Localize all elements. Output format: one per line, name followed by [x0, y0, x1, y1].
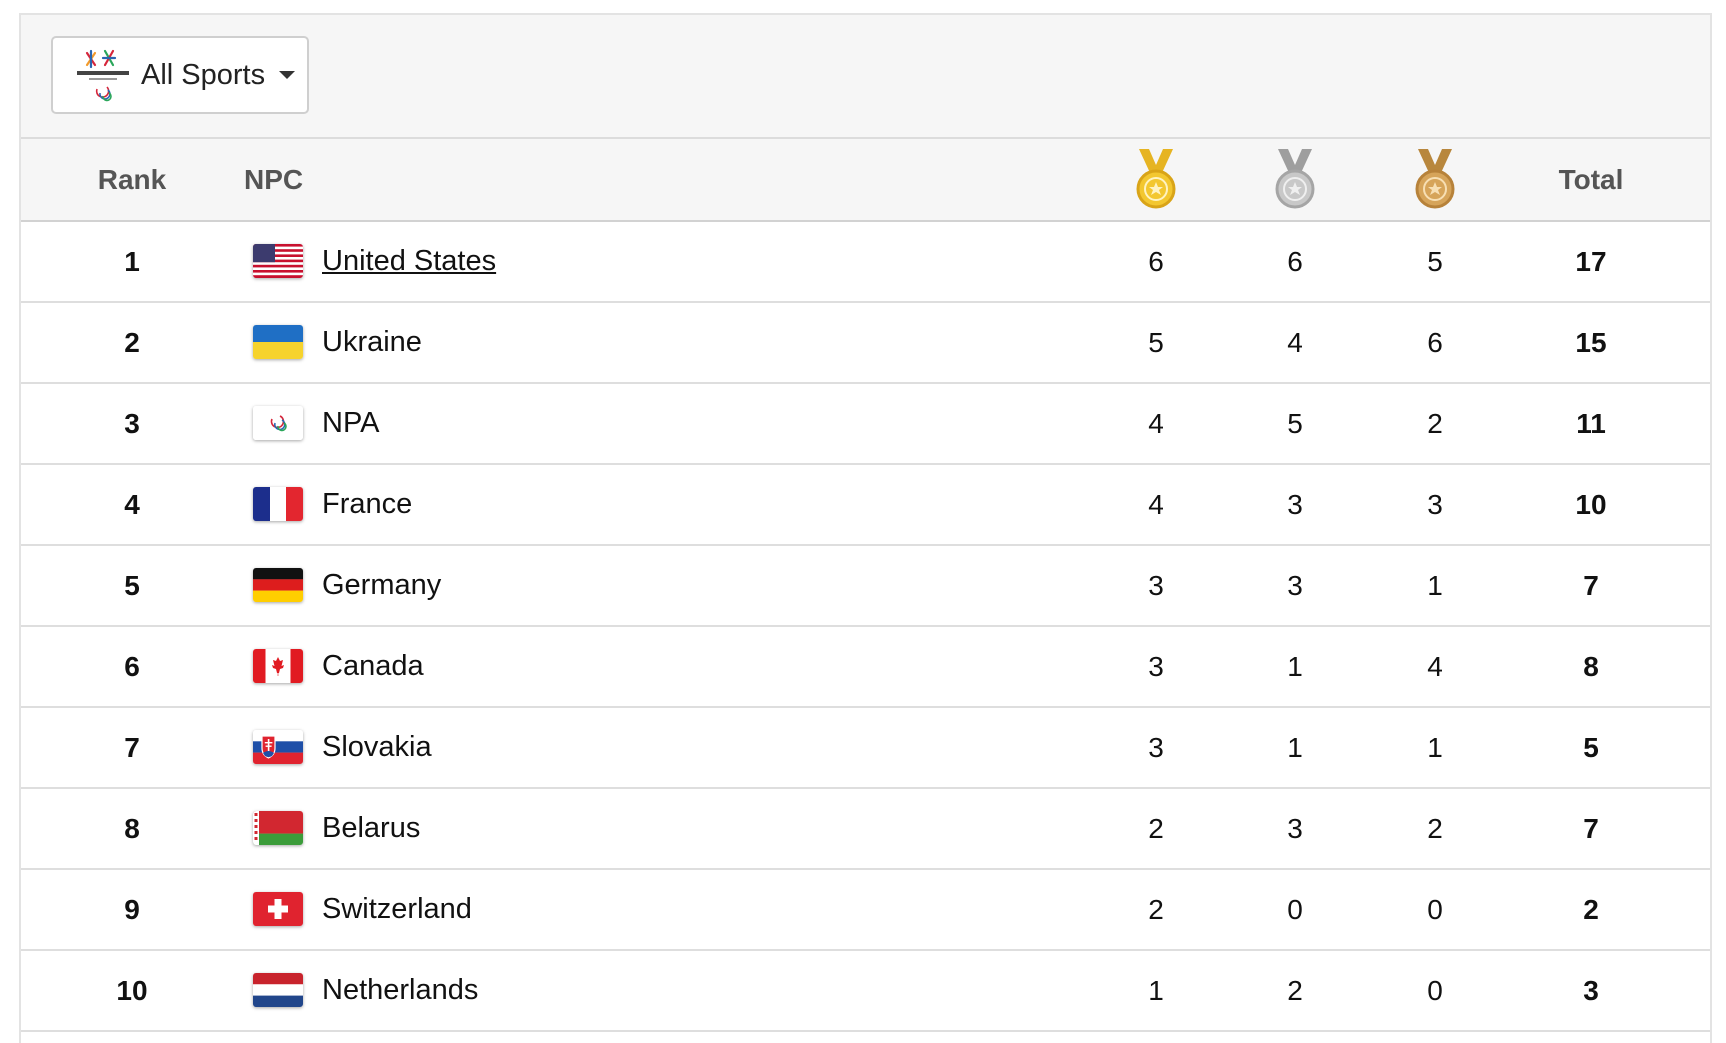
sport-filter-label: All Sports: [141, 58, 266, 91]
header-npc[interactable]: NPC: [244, 164, 304, 195]
rank-cell: 1: [124, 246, 140, 277]
rank-cell: 6: [124, 651, 140, 682]
total-count: 17: [1575, 246, 1607, 277]
bronze-count: 0: [1427, 975, 1443, 1006]
rank-cell: 3: [124, 408, 140, 439]
table-header: Rank NPC Total: [21, 139, 1710, 222]
table-row: 1 United States 6 6 5 17: [21, 222, 1710, 303]
gold-count: 1: [1148, 975, 1164, 1006]
rank-cell: 7: [124, 732, 140, 763]
silver-medal-icon[interactable]: [1272, 147, 1318, 211]
silver-count: 3: [1287, 570, 1303, 601]
silver-count: 3: [1287, 813, 1303, 844]
silver-count: 1: [1287, 651, 1303, 682]
total-count: 3: [1583, 975, 1599, 1006]
total-count: 11: [1576, 408, 1606, 439]
gold-count: 3: [1148, 732, 1164, 763]
silver-count: 1: [1287, 732, 1303, 763]
gold-count: 3: [1148, 570, 1164, 601]
total-count: 7: [1583, 570, 1599, 601]
bronze-count: 1: [1427, 570, 1443, 601]
rank-cell: 10: [116, 975, 148, 1006]
header-total[interactable]: Total: [1558, 164, 1624, 195]
silver-count: 5: [1287, 408, 1303, 439]
sport-filter-dropdown[interactable]: All Sports: [51, 36, 309, 114]
table-row: 5 Germany 3 3 1 7: [21, 546, 1710, 627]
total-count: 7: [1583, 813, 1599, 844]
silver-count: 6: [1287, 246, 1303, 277]
npc-link-united-states[interactable]: United States: [322, 245, 497, 277]
rank-cell: 8: [124, 813, 140, 844]
flag-npa-paralympic-icon: [253, 406, 303, 440]
npc-name: France: [322, 488, 413, 520]
table-row: 4 France 4 3 3 10: [21, 465, 1710, 546]
gold-count: 2: [1148, 813, 1164, 844]
bronze-count: 3: [1427, 489, 1443, 520]
rank-cell: 4: [124, 489, 140, 520]
flag-switzerland-icon: [253, 892, 303, 926]
gold-count: 4: [1148, 408, 1164, 439]
flag-ukraine-icon: [253, 325, 303, 359]
total-count: 5: [1583, 732, 1599, 763]
header-rank[interactable]: Rank: [97, 164, 167, 195]
flag-canada-icon: [253, 649, 303, 683]
medal-table-panel: All Sports Rank NPC Total 1: [19, 13, 1712, 1043]
npc-name: Slovakia: [322, 731, 432, 763]
npc-name: Switzerland: [322, 893, 472, 925]
bronze-count: 1: [1427, 732, 1443, 763]
gold-medal-icon[interactable]: [1133, 147, 1179, 211]
total-count: 2: [1583, 894, 1599, 925]
npc-name: Canada: [322, 650, 424, 682]
rank-cell: 2: [124, 327, 140, 358]
silver-count: 0: [1287, 894, 1303, 925]
npc-name: Netherlands: [322, 974, 479, 1006]
flag-netherlands-icon: [253, 973, 303, 1007]
caret-down-icon: [279, 71, 296, 79]
flag-germany-icon: [253, 568, 303, 602]
rank-cell: 5: [124, 570, 140, 601]
total-count: 15: [1575, 327, 1607, 358]
bronze-count: 2: [1427, 408, 1443, 439]
table-row: 6 Canada 3 1 4 8: [21, 627, 1710, 708]
silver-count: 3: [1287, 489, 1303, 520]
rank-cell: 9: [124, 894, 140, 925]
bronze-count: 0: [1427, 894, 1443, 925]
silver-count: 2: [1287, 975, 1303, 1006]
npc-name: NPA: [322, 407, 380, 439]
filter-toolbar: All Sports: [21, 15, 1710, 139]
table-row: 3 NPA 4 5 2 11: [21, 384, 1710, 465]
gold-count: 2: [1148, 894, 1164, 925]
npc-name: Belarus: [322, 812, 421, 844]
npc-name-link[interactable]: United States: [322, 222, 496, 301]
bronze-count: 5: [1427, 246, 1443, 277]
gold-count: 3: [1148, 651, 1164, 682]
bronze-count: 6: [1427, 327, 1443, 358]
total-count: 10: [1575, 489, 1607, 520]
table-row: 9 Switzerland 2 0 0 2: [21, 870, 1710, 951]
flag-france-icon: [253, 487, 303, 521]
flag-belarus-icon: [253, 811, 303, 845]
table-row: 7 Slovakia 3 1 1 5: [21, 708, 1710, 789]
table-row: 8 Belarus 2 3 2 7: [21, 789, 1710, 870]
gold-count: 5: [1148, 327, 1164, 358]
bronze-count: 4: [1427, 651, 1443, 682]
bronze-medal-icon[interactable]: [1412, 147, 1458, 211]
flag-united-states-icon: [253, 244, 303, 278]
table-row: 10 Netherlands 1 2 0 3: [21, 951, 1710, 1032]
bronze-count: 2: [1427, 813, 1443, 844]
npc-name: Ukraine: [322, 326, 422, 358]
flag-slovakia-icon: [253, 730, 303, 764]
gold-count: 4: [1148, 489, 1164, 520]
silver-count: 4: [1287, 327, 1303, 358]
npc-name: Germany: [322, 569, 442, 601]
total-count: 8: [1583, 651, 1599, 682]
table-row: 2 Ukraine 5 4 6 15: [21, 303, 1710, 384]
pyeongchang-logo-icon: [77, 49, 129, 102]
gold-count: 6: [1148, 246, 1164, 277]
